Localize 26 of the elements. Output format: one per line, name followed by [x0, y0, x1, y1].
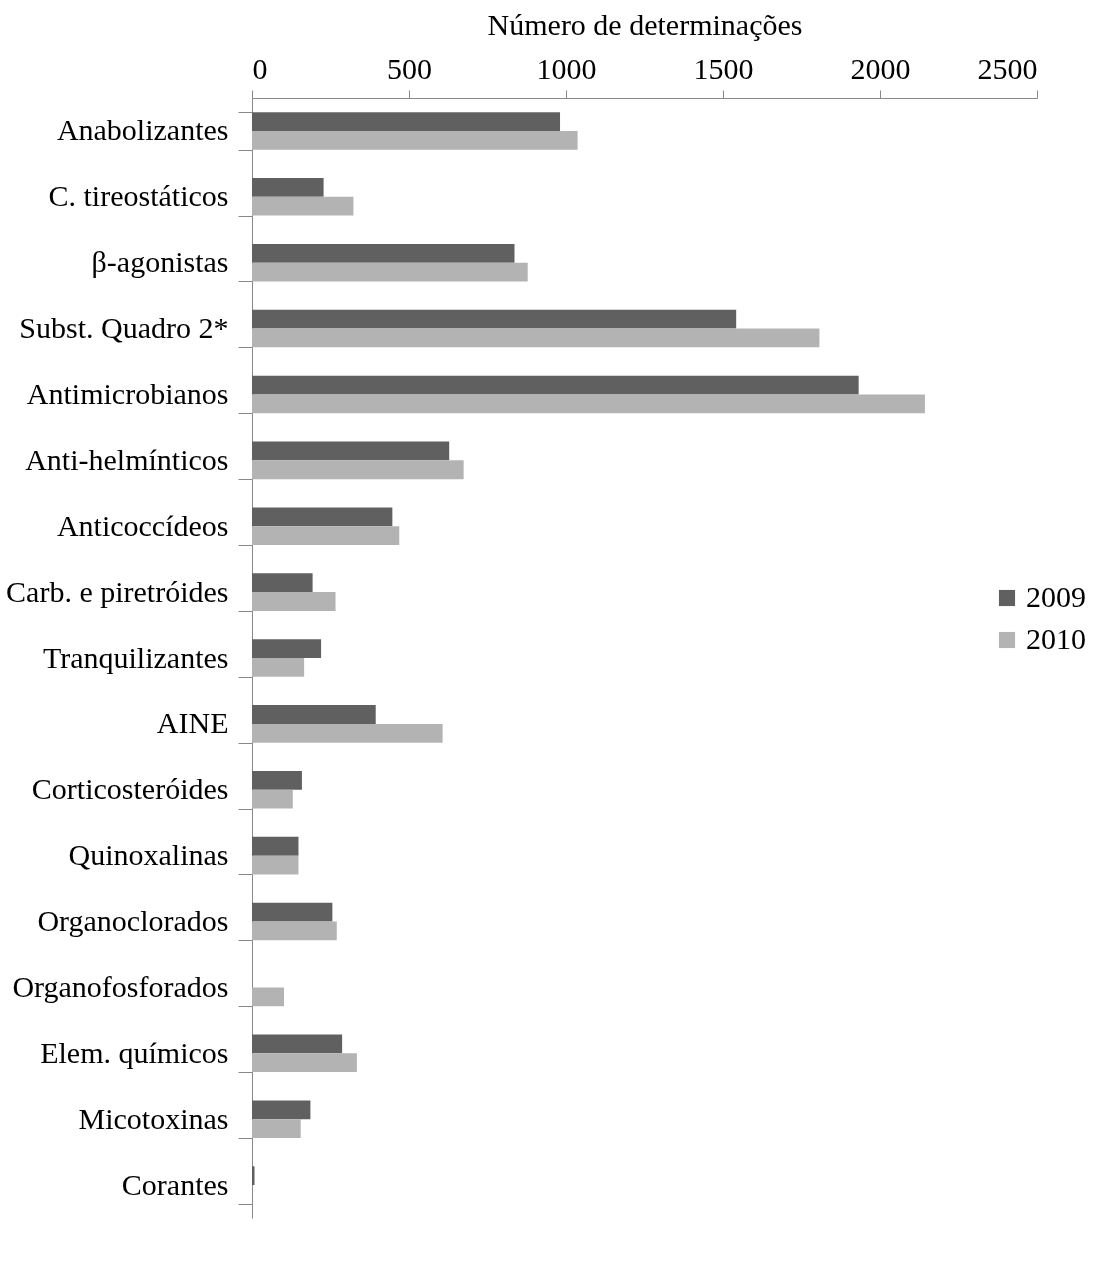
- x-tick-label: 500: [387, 51, 432, 85]
- y-tick-label: AINE: [156, 706, 229, 740]
- y-tick-label: Quinoxalinas: [68, 838, 229, 872]
- x-tick-label: 2000: [850, 51, 911, 85]
- y-tick-label: Antimicrobianos: [26, 376, 229, 410]
- legend-label: 2010: [1026, 622, 1086, 655]
- y-tick-label: Subst. Quadro 2*: [19, 311, 229, 345]
- x-tick-label: 1500: [693, 51, 754, 85]
- x-tick-label: 1000: [536, 51, 597, 85]
- y-tick-label: Corantes: [121, 1167, 229, 1201]
- y-tick-label: Anti-helmínticos: [25, 442, 229, 476]
- x-axis-title: Número de determinações: [487, 7, 803, 41]
- y-tick-label: Elem. químicos: [40, 1035, 229, 1069]
- y-tick-label: Organofosforados: [12, 969, 229, 1003]
- y-tick-label: Micotoxinas: [78, 1101, 229, 1135]
- y-tick-label: Carb. e piretróides: [6, 574, 229, 608]
- x-tick-label: 2500: [977, 51, 1038, 85]
- y-tick-label: Corticosteróides: [31, 772, 229, 806]
- y-tick-label: Anabolizantes: [56, 113, 229, 147]
- y-tick-label: β-agonistas: [91, 245, 229, 279]
- y-tick-label: Organoclorados: [37, 904, 229, 938]
- x-tick-label: 0: [252, 51, 268, 85]
- y-tick-label: Tranquilizantes: [42, 640, 229, 674]
- y-tick-label: C. tireostáticos: [48, 179, 229, 213]
- y-tick-label: Anticoccídeos: [56, 508, 229, 542]
- legend-label: 2009: [1026, 580, 1086, 613]
